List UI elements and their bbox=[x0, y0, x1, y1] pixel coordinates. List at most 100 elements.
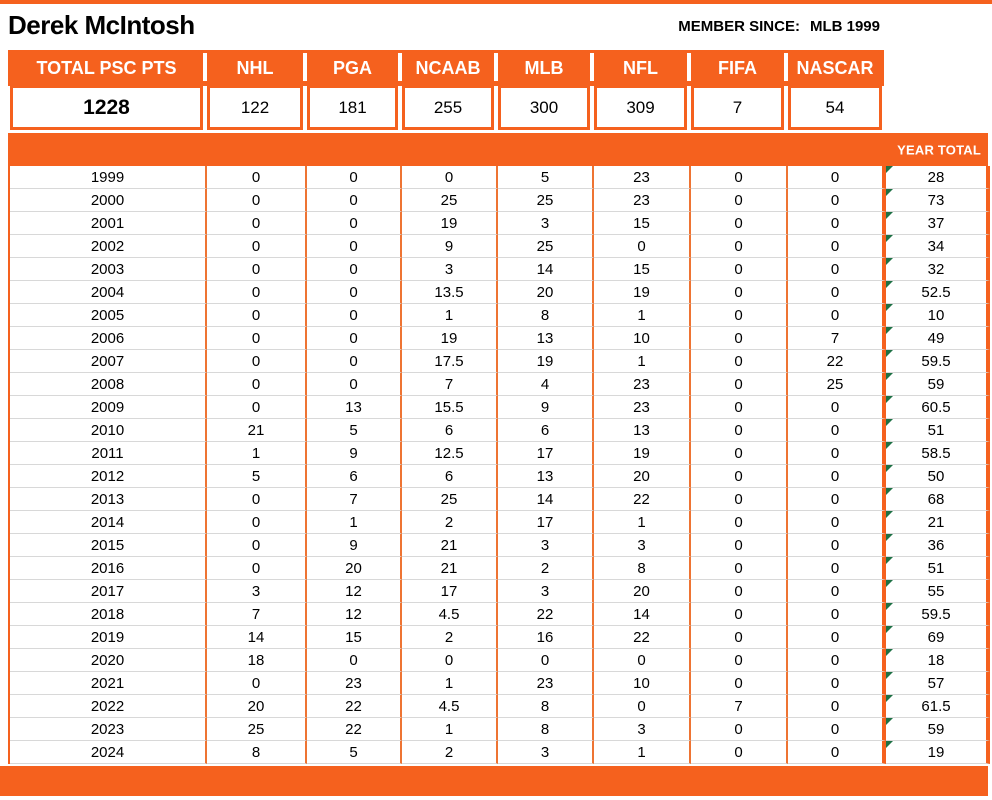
value-cell-nascar[interactable]: 0 bbox=[788, 235, 886, 258]
value-cell-nfl[interactable]: 0 bbox=[594, 649, 691, 672]
value-cell-nfl[interactable]: 0 bbox=[594, 235, 691, 258]
value-cell-pga[interactable]: 12 bbox=[307, 580, 402, 603]
value-cell-mlb[interactable]: 17 bbox=[498, 442, 594, 465]
value-cell-nascar[interactable]: 0 bbox=[788, 442, 886, 465]
value-cell-nhl[interactable]: 0 bbox=[207, 189, 307, 212]
value-cell-fifa[interactable]: 0 bbox=[691, 488, 788, 511]
year-total-cell[interactable]: 69 bbox=[886, 626, 990, 649]
value-cell-ncaab[interactable]: 15.5 bbox=[402, 396, 498, 419]
summary-value-nascar[interactable]: 54 bbox=[788, 86, 882, 130]
value-cell-nfl[interactable]: 23 bbox=[594, 373, 691, 396]
value-cell-pga[interactable]: 0 bbox=[307, 649, 402, 672]
year-cell[interactable]: 1999 bbox=[10, 166, 207, 189]
value-cell-nfl[interactable]: 15 bbox=[594, 258, 691, 281]
value-cell-nfl[interactable]: 19 bbox=[594, 442, 691, 465]
value-cell-fifa[interactable]: 0 bbox=[691, 419, 788, 442]
value-cell-nascar[interactable]: 0 bbox=[788, 419, 886, 442]
value-cell-nfl[interactable]: 3 bbox=[594, 534, 691, 557]
value-cell-nhl[interactable]: 21 bbox=[207, 419, 307, 442]
year-cell[interactable]: 2003 bbox=[10, 258, 207, 281]
value-cell-nfl[interactable]: 8 bbox=[594, 557, 691, 580]
value-cell-pga[interactable]: 22 bbox=[307, 718, 402, 741]
value-cell-mlb[interactable]: 8 bbox=[498, 695, 594, 718]
summary-header-fifa[interactable]: FIFA bbox=[687, 50, 786, 86]
value-cell-nfl[interactable]: 1 bbox=[594, 741, 691, 764]
value-cell-ncaab[interactable]: 17.5 bbox=[402, 350, 498, 373]
value-cell-mlb[interactable]: 13 bbox=[498, 327, 594, 350]
value-cell-nhl[interactable]: 18 bbox=[207, 649, 307, 672]
value-cell-ncaab[interactable]: 6 bbox=[402, 419, 498, 442]
value-cell-fifa[interactable]: 0 bbox=[691, 557, 788, 580]
year-total-cell[interactable]: 34 bbox=[886, 235, 990, 258]
value-cell-nascar[interactable]: 0 bbox=[788, 695, 886, 718]
value-cell-nfl[interactable]: 3 bbox=[594, 718, 691, 741]
value-cell-ncaab[interactable]: 21 bbox=[402, 557, 498, 580]
year-total-cell[interactable]: 55 bbox=[886, 580, 990, 603]
value-cell-ncaab[interactable]: 4.5 bbox=[402, 695, 498, 718]
year-cell[interactable]: 2004 bbox=[10, 281, 207, 304]
value-cell-nhl[interactable]: 20 bbox=[207, 695, 307, 718]
value-cell-nascar[interactable]: 0 bbox=[788, 603, 886, 626]
value-cell-pga[interactable]: 0 bbox=[307, 212, 402, 235]
summary-value-mlb[interactable]: 300 bbox=[498, 86, 590, 130]
value-cell-nascar[interactable]: 0 bbox=[788, 396, 886, 419]
summary-value-pga[interactable]: 181 bbox=[307, 86, 398, 130]
value-cell-nhl[interactable]: 1 bbox=[207, 442, 307, 465]
year-cell[interactable]: 2007 bbox=[10, 350, 207, 373]
value-cell-fifa[interactable]: 0 bbox=[691, 189, 788, 212]
value-cell-nfl[interactable]: 14 bbox=[594, 603, 691, 626]
value-cell-mlb[interactable]: 2 bbox=[498, 557, 594, 580]
value-cell-fifa[interactable]: 0 bbox=[691, 373, 788, 396]
value-cell-pga[interactable]: 23 bbox=[307, 672, 402, 695]
value-cell-fifa[interactable]: 0 bbox=[691, 327, 788, 350]
value-cell-nascar[interactable]: 0 bbox=[788, 258, 886, 281]
value-cell-fifa[interactable]: 0 bbox=[691, 166, 788, 189]
value-cell-nascar[interactable]: 0 bbox=[788, 189, 886, 212]
value-cell-ncaab[interactable]: 0 bbox=[402, 649, 498, 672]
value-cell-fifa[interactable]: 0 bbox=[691, 442, 788, 465]
value-cell-nhl[interactable]: 5 bbox=[207, 465, 307, 488]
year-total-cell[interactable]: 58.5 bbox=[886, 442, 990, 465]
year-total-cell[interactable]: 37 bbox=[886, 212, 990, 235]
value-cell-pga[interactable]: 1 bbox=[307, 511, 402, 534]
value-cell-nhl[interactable]: 0 bbox=[207, 235, 307, 258]
value-cell-nascar[interactable]: 0 bbox=[788, 534, 886, 557]
value-cell-fifa[interactable]: 0 bbox=[691, 304, 788, 327]
value-cell-nfl[interactable]: 1 bbox=[594, 350, 691, 373]
value-cell-mlb[interactable]: 3 bbox=[498, 212, 594, 235]
value-cell-fifa[interactable]: 0 bbox=[691, 396, 788, 419]
value-cell-pga[interactable]: 0 bbox=[307, 373, 402, 396]
summary-header-nhl[interactable]: NHL bbox=[203, 50, 305, 86]
value-cell-ncaab[interactable]: 19 bbox=[402, 327, 498, 350]
value-cell-ncaab[interactable]: 25 bbox=[402, 488, 498, 511]
year-total-cell[interactable]: 36 bbox=[886, 534, 990, 557]
value-cell-ncaab[interactable]: 2 bbox=[402, 511, 498, 534]
year-cell[interactable]: 2008 bbox=[10, 373, 207, 396]
value-cell-nhl[interactable]: 0 bbox=[207, 557, 307, 580]
value-cell-nascar[interactable]: 0 bbox=[788, 741, 886, 764]
year-total-cell[interactable]: 59.5 bbox=[886, 350, 990, 373]
value-cell-nascar[interactable]: 0 bbox=[788, 281, 886, 304]
value-cell-fifa[interactable]: 0 bbox=[691, 281, 788, 304]
value-cell-ncaab[interactable]: 0 bbox=[402, 166, 498, 189]
value-cell-nhl[interactable]: 0 bbox=[207, 511, 307, 534]
year-total-cell[interactable]: 10 bbox=[886, 304, 990, 327]
year-cell[interactable]: 2022 bbox=[10, 695, 207, 718]
value-cell-pga[interactable]: 0 bbox=[307, 166, 402, 189]
summary-total-value[interactable]: 1228 bbox=[10, 86, 203, 130]
value-cell-pga[interactable]: 12 bbox=[307, 603, 402, 626]
value-cell-nhl[interactable]: 3 bbox=[207, 580, 307, 603]
value-cell-nascar[interactable]: 0 bbox=[788, 580, 886, 603]
value-cell-nfl[interactable]: 19 bbox=[594, 281, 691, 304]
value-cell-fifa[interactable]: 0 bbox=[691, 626, 788, 649]
value-cell-fifa[interactable]: 0 bbox=[691, 350, 788, 373]
year-total-cell[interactable]: 60.5 bbox=[886, 396, 990, 419]
value-cell-pga[interactable]: 13 bbox=[307, 396, 402, 419]
value-cell-nfl[interactable]: 0 bbox=[594, 695, 691, 718]
value-cell-nascar[interactable]: 0 bbox=[788, 511, 886, 534]
year-cell[interactable]: 2012 bbox=[10, 465, 207, 488]
value-cell-nhl[interactable]: 0 bbox=[207, 258, 307, 281]
value-cell-mlb[interactable]: 14 bbox=[498, 258, 594, 281]
value-cell-ncaab[interactable]: 9 bbox=[402, 235, 498, 258]
summary-header-nfl[interactable]: NFL bbox=[590, 50, 689, 86]
